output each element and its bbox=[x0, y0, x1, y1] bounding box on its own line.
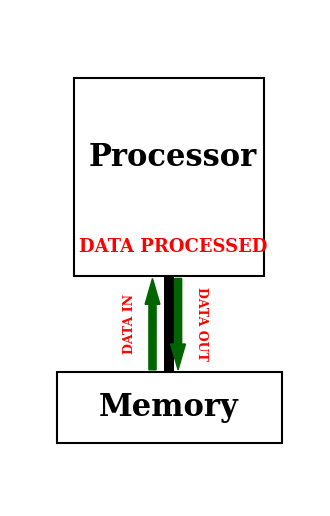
Text: DATA IN: DATA IN bbox=[123, 294, 136, 354]
Bar bbox=[75, 78, 264, 277]
Text: Processor: Processor bbox=[89, 142, 257, 173]
Text: Memory: Memory bbox=[99, 392, 239, 423]
FancyArrow shape bbox=[145, 279, 160, 370]
Bar bbox=[57, 372, 281, 443]
FancyArrow shape bbox=[171, 279, 185, 370]
Text: DATA PROCESSED: DATA PROCESSED bbox=[79, 238, 267, 255]
Bar bbox=[164, 277, 174, 372]
Text: DATA OUT: DATA OUT bbox=[195, 287, 208, 361]
